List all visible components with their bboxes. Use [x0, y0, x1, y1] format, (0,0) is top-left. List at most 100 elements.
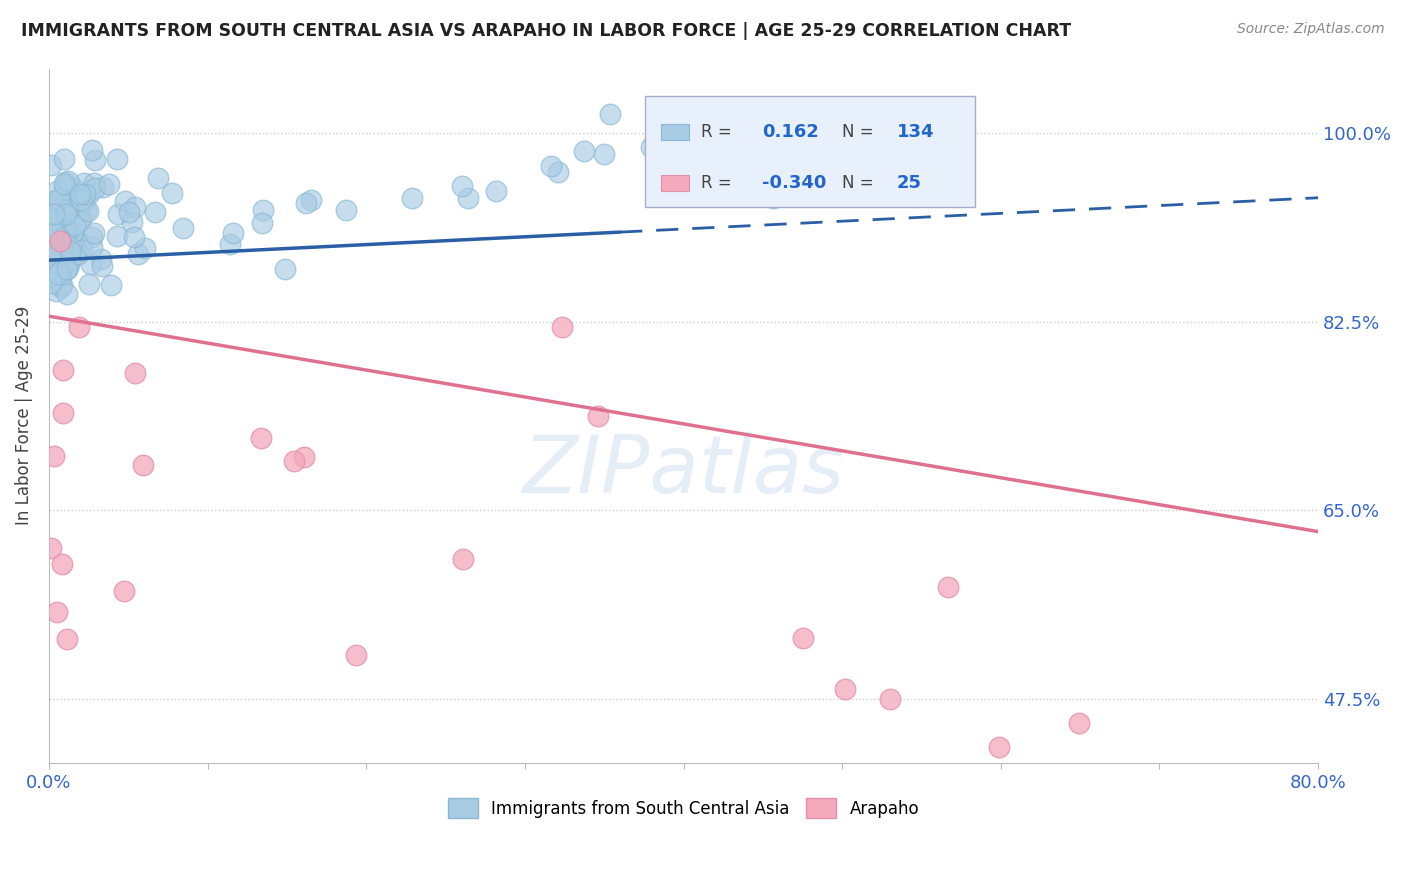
Text: R =: R = — [702, 174, 733, 192]
Point — [39, 541, 62, 555]
Point — [890, 104, 912, 119]
Point — [143, 204, 166, 219]
Point — [58, 259, 80, 273]
Point — [66, 247, 89, 261]
Point — [118, 205, 141, 219]
Point — [39, 211, 62, 226]
Point — [838, 150, 860, 164]
Point — [90, 252, 112, 266]
Point — [56, 262, 79, 277]
Point — [451, 552, 474, 566]
Point — [49, 234, 72, 248]
Text: ZIPatlas: ZIPatlas — [523, 433, 845, 510]
Point — [45, 606, 67, 620]
Point — [55, 226, 77, 240]
Point — [46, 267, 69, 281]
Point — [51, 557, 73, 571]
Point — [62, 225, 84, 239]
Point — [69, 186, 91, 201]
Point — [292, 450, 315, 464]
FancyBboxPatch shape — [661, 124, 689, 139]
Point — [56, 262, 79, 277]
Point — [55, 286, 77, 301]
Point — [879, 692, 901, 706]
Point — [107, 207, 129, 221]
Point — [586, 409, 609, 423]
Point — [44, 285, 66, 299]
Point — [48, 194, 70, 209]
Point — [59, 240, 82, 254]
Point — [45, 219, 67, 234]
Point — [76, 203, 98, 218]
FancyBboxPatch shape — [661, 176, 689, 191]
Point — [75, 204, 97, 219]
Point — [70, 243, 93, 257]
Point — [90, 259, 112, 273]
Point — [48, 233, 70, 247]
Point — [70, 237, 93, 252]
Point — [39, 276, 62, 290]
Point — [813, 137, 835, 152]
Point — [283, 454, 305, 468]
Point — [52, 363, 75, 377]
Point — [252, 202, 274, 217]
Point — [219, 237, 242, 252]
Point — [75, 190, 97, 204]
Point — [70, 193, 93, 207]
Legend: Immigrants from South Central Asia, Arapaho: Immigrants from South Central Asia, Arap… — [441, 792, 927, 824]
Point — [39, 246, 62, 260]
Point — [122, 230, 145, 244]
Point — [53, 175, 76, 189]
Point — [77, 277, 100, 292]
Text: 0.162: 0.162 — [762, 123, 820, 141]
Point — [295, 196, 318, 211]
Point — [69, 214, 91, 228]
Point — [124, 366, 146, 380]
Point — [988, 739, 1011, 754]
Point — [55, 632, 77, 647]
Point — [80, 239, 103, 253]
Point — [762, 191, 785, 205]
Point — [48, 235, 70, 249]
Point — [80, 257, 103, 271]
Point — [76, 188, 98, 202]
Point — [457, 191, 479, 205]
Point — [45, 238, 67, 252]
Point — [53, 178, 76, 193]
Point — [547, 165, 569, 179]
Point — [172, 220, 194, 235]
Point — [749, 112, 772, 127]
Point — [53, 177, 76, 191]
Point — [60, 228, 83, 243]
Point — [51, 278, 73, 293]
Point — [640, 139, 662, 153]
Point — [250, 431, 273, 445]
Point — [51, 235, 73, 249]
Point — [52, 406, 75, 420]
Point — [574, 145, 596, 159]
Point — [134, 241, 156, 255]
Point — [865, 151, 887, 165]
Point — [56, 196, 79, 211]
Point — [59, 252, 82, 267]
Point — [344, 648, 367, 662]
Point — [84, 153, 107, 168]
Point — [49, 280, 72, 294]
Point — [146, 171, 169, 186]
Point — [91, 179, 114, 194]
Point — [44, 270, 66, 285]
Point — [83, 176, 105, 190]
Point — [42, 210, 65, 224]
Point — [63, 219, 86, 233]
Point — [127, 246, 149, 260]
Point — [72, 194, 94, 209]
Point — [39, 245, 62, 260]
Point — [162, 186, 184, 200]
Point — [46, 245, 69, 260]
Point — [55, 202, 77, 217]
Point — [39, 158, 62, 172]
Point — [42, 194, 65, 209]
Point — [51, 269, 73, 284]
Point — [46, 216, 69, 230]
Text: Source: ZipAtlas.com: Source: ZipAtlas.com — [1237, 22, 1385, 37]
